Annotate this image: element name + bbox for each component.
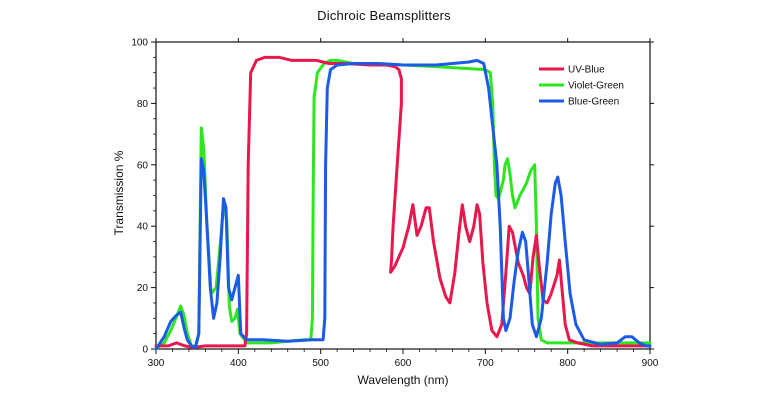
- x-tick-label: 600: [395, 358, 412, 369]
- x-tick-label: 800: [559, 358, 576, 369]
- legend-label: UV-Blue: [568, 65, 605, 76]
- legend-label: Blue-Green: [568, 97, 619, 108]
- x-tick-label: 400: [230, 358, 247, 369]
- x-tick-label: 300: [148, 358, 165, 369]
- y-tick-label: 80: [137, 99, 149, 110]
- chart-title: Dichroic Beamsplitters: [317, 8, 451, 23]
- y-tick-label: 100: [131, 38, 148, 49]
- legend-label: Violet-Green: [568, 81, 624, 92]
- series-line-uv-blue: [154, 55, 652, 349]
- x-tick-label: 900: [642, 358, 659, 369]
- x-tick-label: 500: [312, 358, 329, 369]
- x-tick-label: 700: [477, 358, 494, 369]
- y-tick-label: 40: [137, 222, 149, 233]
- series-line-blue-green: [154, 58, 652, 351]
- y-tick-label: 60: [137, 160, 149, 171]
- y-tick-label: 20: [137, 283, 149, 294]
- y-axis-label: Transmission %: [112, 150, 126, 236]
- y-tick-label: 0: [142, 345, 148, 356]
- x-axis-label: Wavelength (nm): [357, 373, 449, 387]
